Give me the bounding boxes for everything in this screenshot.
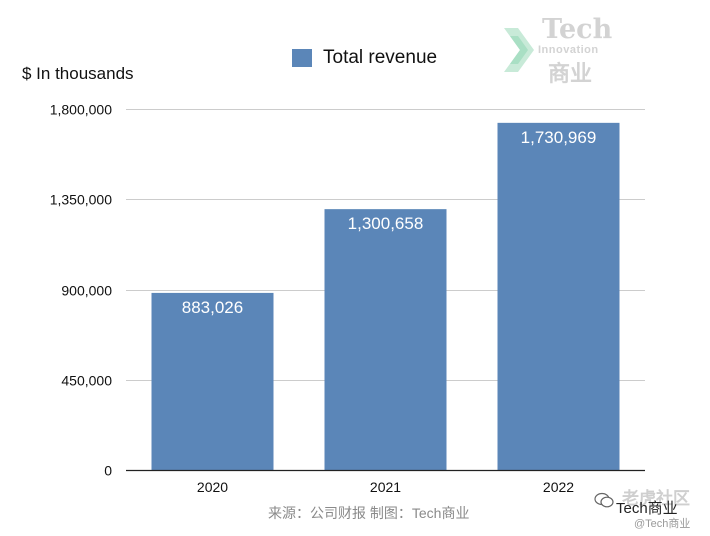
legend-swatch <box>292 49 312 67</box>
bar-2022 <box>497 122 620 471</box>
tech-innovation-logo: Tech Innovation 商业 <box>500 14 618 86</box>
y-tick-label: 0 <box>104 463 112 479</box>
logo-text-chinese: 商业 <box>548 61 593 86</box>
source-note: 来源：公司财报 制图：Tech商业 <box>268 505 470 521</box>
y-tick-label: 1,800,000 <box>50 102 112 118</box>
data-label-2022: 1,730,969 <box>521 128 597 147</box>
data-label-2021: 1,300,658 <box>348 214 424 233</box>
logo-chevron-icon <box>504 28 534 72</box>
y-tick-label: 900,000 <box>61 283 112 299</box>
y-tick-label: 450,000 <box>61 373 112 389</box>
watermark-brand: Tech商业 <box>616 500 678 517</box>
watermark-handle: @Tech商业 <box>634 518 691 530</box>
y-axis-unit-label: $ In thousands <box>22 64 134 83</box>
x-tick-label-2022: 2022 <box>543 479 574 495</box>
logo-text-innovation: Innovation <box>538 44 599 56</box>
legend-label: Total revenue <box>323 47 438 68</box>
y-tick-label: 1,350,000 <box>50 192 112 208</box>
watermark-community: 老虎社区 <box>622 489 690 508</box>
bar-2021 <box>324 209 447 470</box>
logo-text-tech: Tech <box>542 14 613 45</box>
x-tick-label-2020: 2020 <box>197 479 228 495</box>
legend: Total revenue <box>292 47 437 69</box>
chat-bubbles-icon <box>594 492 614 508</box>
x-tick-label-2021: 2021 <box>370 479 401 495</box>
watermark: 老虎社区 Tech商业 @Tech商业 <box>594 484 710 534</box>
data-label-2020: 883,026 <box>182 298 243 317</box>
bar-2020 <box>151 292 274 470</box>
